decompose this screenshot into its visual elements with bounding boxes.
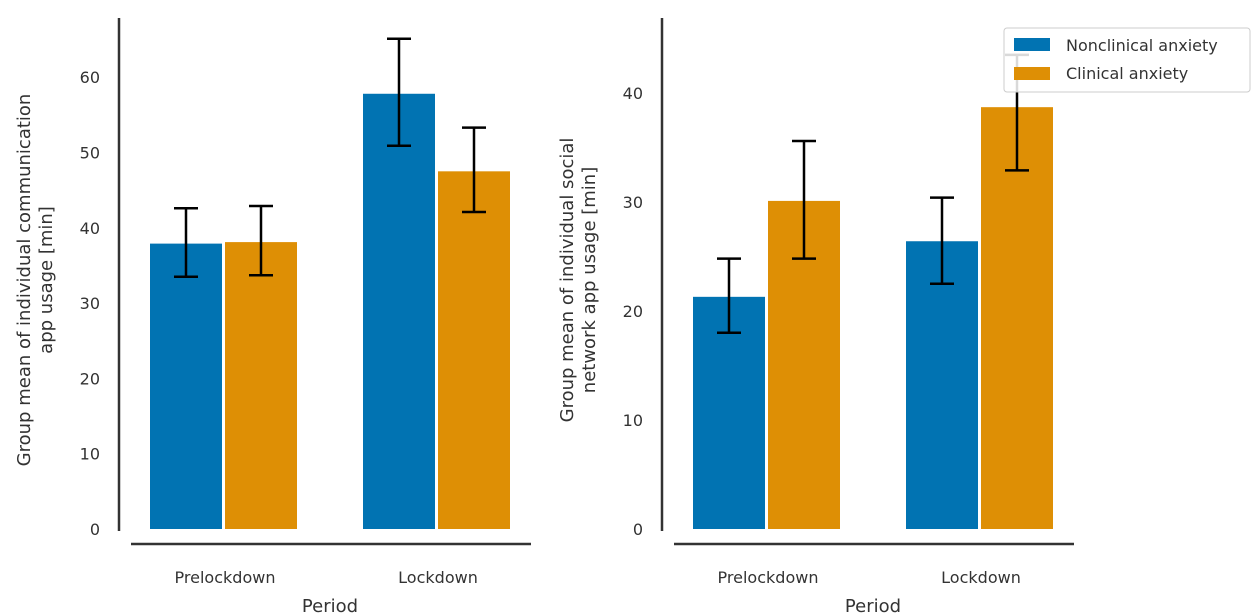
y-tick-label: 20 <box>80 369 100 388</box>
x-axis-label: Period <box>302 596 358 615</box>
x-tick-label: Lockdown <box>941 568 1021 587</box>
y-tick-label: 10 <box>80 445 100 464</box>
bar <box>150 243 222 529</box>
bar <box>225 242 297 529</box>
social-network-usage-chart: Group mean of individual social network … <box>557 18 1074 615</box>
y-tick-label: 40 <box>80 219 100 238</box>
bar <box>981 107 1053 530</box>
bar <box>363 93 435 530</box>
y-tick-label: 0 <box>633 520 643 539</box>
y-tick-label: 0 <box>90 520 100 539</box>
bar <box>438 171 510 529</box>
error-bar <box>930 196 954 285</box>
y-tick-label: 40 <box>623 84 643 103</box>
error-bar <box>387 37 411 147</box>
x-axis-label: Period <box>845 596 901 615</box>
error-bar <box>717 257 741 335</box>
y-tick-label: 10 <box>623 411 643 430</box>
y-tick-labels: 0 10 20 30 40 50 60 <box>80 68 100 539</box>
y-tick-label: 30 <box>623 193 643 212</box>
y-axis-label-line-2: network app usage [min] <box>579 167 600 393</box>
legend: Nonclinical anxiety Clinical anxiety <box>1003 27 1251 93</box>
legend-swatch-nonclinical <box>1014 38 1050 51</box>
legend-swatch-clinical <box>1014 67 1050 80</box>
x-tick-labels: Prelockdown Lockdown <box>718 568 1021 587</box>
bar <box>693 296 765 529</box>
x-tick-labels: Prelockdown Lockdown <box>175 568 478 587</box>
y-tick-label: 30 <box>80 294 100 313</box>
y-tick-label: 60 <box>80 68 100 87</box>
legend-label-clinical: Clinical anxiety <box>1066 64 1188 83</box>
legend-label-nonclinical: Nonclinical anxiety <box>1066 36 1218 55</box>
error-bar <box>249 204 273 277</box>
x-tick-label: Prelockdown <box>175 568 276 587</box>
error-bars <box>174 37 486 278</box>
y-axis-label-line-1: Group mean of individual social <box>557 138 578 423</box>
x-tick-label: Lockdown <box>398 568 478 587</box>
error-bar <box>174 206 198 278</box>
bars <box>150 93 510 530</box>
bars <box>693 107 1053 530</box>
error-bar <box>462 126 486 214</box>
y-tick-label: 20 <box>623 302 643 321</box>
legend-frame <box>1003 27 1251 93</box>
bar <box>906 241 978 530</box>
error-bar <box>792 139 816 260</box>
y-tick-label: 50 <box>80 144 100 163</box>
y-axis-label-line-1: Group mean of individual communication <box>14 94 35 467</box>
communication-usage-chart: Group mean of individual communication a… <box>14 18 531 615</box>
y-axis-label-line-2: app usage [min] <box>36 206 57 354</box>
y-tick-labels: 0 10 20 30 40 <box>623 84 643 539</box>
x-tick-label: Prelockdown <box>718 568 819 587</box>
